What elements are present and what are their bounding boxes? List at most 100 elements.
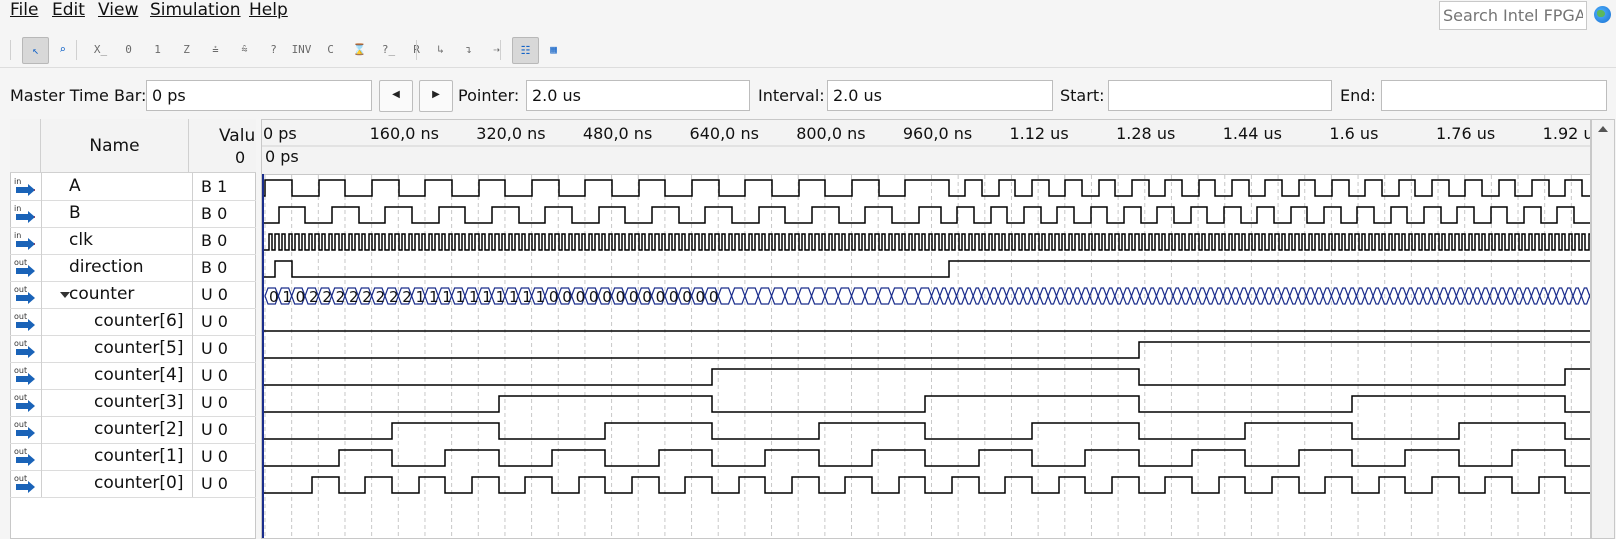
- bus-segment: [1130, 287, 1141, 305]
- bus-segment: [964, 287, 974, 305]
- menu-file[interactable]: File: [10, 0, 39, 20]
- bus-value-label: 1: [429, 288, 439, 306]
- signal-row[interactable]: in clk B 0: [10, 227, 256, 255]
- bus-segment: [989, 287, 999, 305]
- bus-value-label: 1: [456, 288, 466, 306]
- bus-segment: [744, 287, 759, 305]
- output-pin-icon: out: [14, 448, 36, 466]
- pointer-field[interactable]: 2.0 us: [526, 80, 750, 111]
- ruler-tick-label: 320,0 ns: [476, 124, 546, 143]
- search-input[interactable]: [1439, 1, 1587, 30]
- signal-row[interactable]: out counter U 0: [10, 281, 256, 309]
- pin-type-label: in: [14, 204, 22, 213]
- bus-segment: [797, 287, 813, 305]
- bus-value-label: 0: [682, 288, 692, 306]
- next-transition-button[interactable]: ▶: [419, 80, 453, 112]
- value-column-header[interactable]: Valu 0 p: [189, 119, 256, 173]
- globe-icon[interactable]: [1594, 6, 1611, 23]
- bus-segment: [1439, 287, 1449, 305]
- menu-view[interactable]: View: [98, 0, 139, 20]
- menu-help[interactable]: Help: [249, 0, 288, 20]
- signal-row[interactable]: out counter[3] U 0: [10, 389, 256, 417]
- weak-low-icon[interactable]: ⩮: [212, 43, 219, 56]
- invert-icon[interactable]: INV: [291, 43, 312, 56]
- bus-segment: [1047, 287, 1058, 305]
- ruler-tick-label: 960,0 ns: [902, 124, 973, 143]
- bus-segment: [1414, 287, 1424, 305]
- waveform-trace: [262, 476, 1590, 494]
- signal-row[interactable]: out counter[6] U 0: [10, 308, 256, 336]
- master-time-bar-field[interactable]: 0 ps: [146, 80, 372, 111]
- bus-value-label: 1: [496, 288, 506, 306]
- overwrite-clock-icon[interactable]: ⌛: [352, 43, 367, 56]
- forcing-high-icon[interactable]: 1: [154, 43, 161, 56]
- bus-segment: [1122, 287, 1133, 305]
- signal-row[interactable]: in B B 0: [10, 200, 256, 228]
- start-field[interactable]: [1108, 80, 1332, 111]
- signal-value: B 0: [192, 200, 265, 227]
- expand-caret-icon[interactable]: [60, 292, 70, 298]
- bus-value-label: 0: [616, 288, 626, 306]
- high-impedance-icon[interactable]: Z: [183, 43, 190, 56]
- bus-segment: [1205, 287, 1216, 305]
- waveform-props-icon[interactable]: ↴: [465, 43, 472, 56]
- signal-row[interactable]: out counter[2] U 0: [10, 416, 256, 444]
- bus-value-label: 0: [642, 288, 652, 306]
- settings-icon[interactable]: ▦: [550, 43, 557, 56]
- bus-value-label: 0: [709, 288, 719, 306]
- scroll-up-icon[interactable]: [1598, 126, 1608, 132]
- output-pin-icon: out: [14, 313, 36, 331]
- bus-segment: [1064, 287, 1074, 305]
- node-group-icon[interactable]: ⇢: [493, 43, 500, 56]
- type-column-header: [10, 119, 41, 173]
- toolbar-separator: [10, 40, 11, 60]
- bus-segment: [1039, 287, 1049, 305]
- signal-row[interactable]: out counter[0] U 0: [10, 470, 256, 498]
- bus-value-label: 0: [562, 288, 572, 306]
- waveform-panel[interactable]: 0 ps 160,0 ns 320,0 ns 480,0 ns 640,0 ns 800,…: [261, 119, 1591, 539]
- menu-edit[interactable]: Edit: [52, 0, 85, 20]
- bus-value-label: 2: [362, 288, 372, 306]
- name-column-header[interactable]: Name: [41, 119, 189, 173]
- snap-to-grid-icon[interactable]: ↳: [437, 43, 444, 56]
- signal-row[interactable]: out counter[4] U 0: [10, 362, 256, 390]
- menu-simulation[interactable]: Simulation: [150, 0, 241, 20]
- prev-transition-button[interactable]: ◀: [379, 80, 413, 112]
- interval-field[interactable]: 2.0 us: [827, 80, 1053, 111]
- bus-segment: [1230, 287, 1241, 305]
- bus-value-label: 2: [336, 288, 346, 306]
- signal-row[interactable]: out counter[1] U 0: [10, 443, 256, 471]
- signal-name: counter[2]: [94, 419, 184, 439]
- ruler-tick-label: 1.44 us: [1222, 124, 1282, 143]
- dont-care-icon[interactable]: ?: [270, 43, 277, 56]
- zoom-icon[interactable]: ⌕: [59, 43, 66, 56]
- bus-value-label: 0: [629, 288, 639, 306]
- select-icon[interactable]: ↖: [22, 37, 49, 64]
- signal-row[interactable]: in A B 1: [10, 173, 256, 201]
- vertical-scrollbar[interactable]: [1591, 119, 1615, 539]
- bus-segment: [770, 287, 786, 305]
- grid-icon[interactable]: ☷: [512, 37, 539, 64]
- pin-type-label: in: [14, 231, 22, 240]
- end-field[interactable]: [1381, 80, 1607, 111]
- signal-value: U 0: [192, 308, 265, 335]
- output-pin-icon: out: [14, 394, 36, 412]
- count-value-icon[interactable]: C: [327, 43, 334, 56]
- weak-high-icon[interactable]: ⩯: [241, 43, 248, 56]
- bus-segment: [1280, 287, 1291, 305]
- bus-value-label: 0: [549, 288, 559, 306]
- input-pin-icon: in: [14, 178, 36, 196]
- signal-row[interactable]: out direction B 0: [10, 254, 256, 282]
- pin-type-label: out: [14, 366, 28, 375]
- signal-row[interactable]: out counter[5] U 0: [10, 335, 256, 363]
- waveform-trace: [262, 395, 1590, 413]
- time-ruler[interactable]: 0 ps 160,0 ns 320,0 ns 480,0 ns 640,0 ns 800,…: [262, 120, 1590, 175]
- random-values-icon[interactable]: ?̲: [381, 43, 396, 56]
- forcing-unknown-icon[interactable]: X̲: [93, 43, 108, 56]
- forcing-low-icon[interactable]: 0: [125, 43, 132, 56]
- bus-segment: [939, 287, 949, 305]
- bus-segment: [1014, 287, 1024, 305]
- pin-type-label: out: [14, 474, 28, 483]
- bus-segment: [904, 287, 919, 305]
